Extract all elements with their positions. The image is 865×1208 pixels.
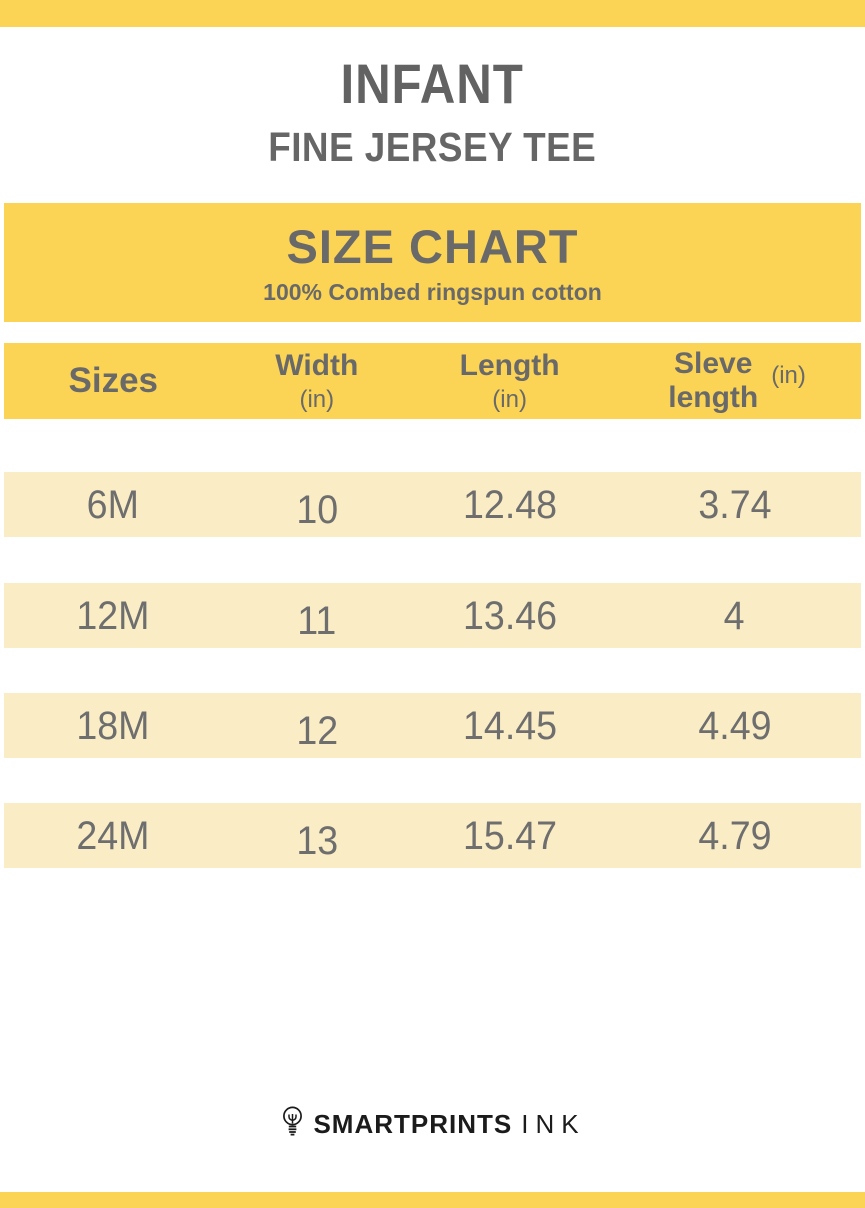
cell-sleeve-length: 4 [608, 596, 861, 636]
top-accent-bar [0, 0, 865, 27]
cell-value: 12 [295, 708, 338, 753]
cell-value: 24M [76, 813, 150, 858]
cell-value: 3.74 [697, 482, 772, 527]
brand-name-strong: SMARTPRINTS [313, 1109, 513, 1139]
cell-sleeve-length: 3.74 [608, 485, 861, 525]
cell-value: 4 [724, 593, 746, 638]
cell-size: 6M [4, 485, 223, 525]
table-row: 24M 13 15.47 4.79 [4, 803, 861, 868]
column-unit: (in) [492, 385, 527, 413]
bottom-accent-bar [0, 1192, 865, 1208]
column-label: Sleve length [668, 346, 759, 415]
page-title-text: INFANT [340, 52, 525, 115]
cell-size: 24M [4, 816, 223, 856]
page-subtitle: FINE JERSEY TEE [0, 127, 865, 168]
column-unit: (in) [771, 361, 806, 389]
cell-length: 15.47 [411, 816, 608, 856]
column-header-length: Length (in) [411, 349, 608, 413]
table-row: 6M 10 12.48 3.74 [4, 472, 861, 537]
cell-value: 18M [76, 703, 150, 748]
cell-width: 13 [223, 816, 412, 861]
column-label: Sizes [68, 360, 159, 400]
column-label: Width [275, 349, 359, 383]
column-header-sleeve-length: Sleve length (in) [608, 347, 861, 416]
cell-value: 12.48 [462, 482, 557, 527]
lightbulb-icon [283, 1106, 303, 1136]
cell-value: 12M [76, 593, 150, 638]
cell-value: 11 [297, 598, 337, 643]
column-unit: (in) [299, 385, 335, 413]
cell-width: 12 [223, 706, 412, 751]
banner-material: 100% Combed ringspun cotton [263, 279, 602, 305]
cell-width: 11 [223, 596, 412, 641]
table-header-row: Sizes Width (in) Length (in) Sleve lengt… [4, 343, 861, 419]
cell-length: 14.45 [411, 706, 608, 746]
cell-sleeve-length: 4.79 [608, 816, 861, 856]
cell-value: 14.45 [462, 703, 557, 748]
table-row: 18M 12 14.45 4.49 [4, 693, 861, 758]
cell-value: 15.47 [462, 813, 557, 858]
cell-size: 18M [4, 706, 223, 746]
column-header-width: Width (in) [223, 349, 412, 413]
column-header-sizes: Sizes [4, 361, 223, 401]
cell-width: 10 [223, 485, 412, 530]
cell-length: 12.48 [411, 485, 608, 525]
cell-value: 6M [87, 482, 140, 527]
cell-value: 13.46 [462, 593, 557, 638]
brand-name-light: INK [521, 1109, 586, 1139]
page-title: INFANT [0, 56, 865, 112]
cell-value: 4.79 [697, 813, 772, 858]
cell-value: 10 [295, 487, 338, 532]
banner-heading: SIZE CHART [286, 220, 579, 273]
column-label: Length [459, 349, 560, 383]
cell-value: 13 [295, 818, 338, 863]
cell-size: 12M [4, 596, 223, 636]
cell-value: 4.49 [697, 703, 772, 748]
cell-sleeve-length: 4.49 [608, 706, 861, 746]
size-chart-banner: SIZE CHART 100% Combed ringspun cotton [4, 203, 861, 322]
brand-logo: SMARTPRINTS INK [0, 1102, 865, 1146]
page-subtitle-text: FINE JERSEY TEE [268, 124, 597, 170]
table-row: 12M 11 13.46 4 [4, 583, 861, 648]
cell-length: 13.46 [411, 596, 608, 636]
